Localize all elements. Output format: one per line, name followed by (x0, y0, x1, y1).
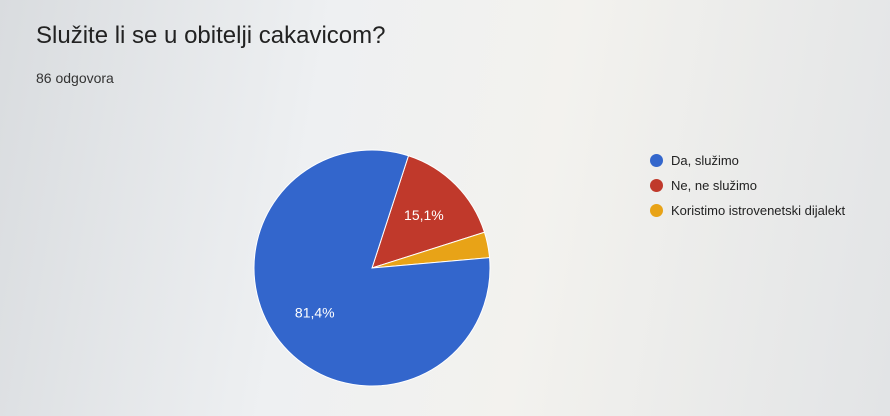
legend-label-2: Koristimo istrovenetski dijalekt (671, 203, 846, 218)
legend-label-1: Ne, ne služimo (671, 178, 757, 193)
slice-label-0: 81,4% (295, 304, 335, 320)
legend-swatch-1 (650, 179, 663, 192)
pie-slice-0 (253, 149, 491, 387)
chart-legend: Da, služimo Ne, ne služimo Koristimo istro… (650, 148, 845, 223)
legend-item-1: Ne, ne služimo (650, 173, 845, 198)
legend-item-2: Koristimo istrovenetski dijalekt (650, 198, 845, 223)
slice-label-1: 15,1% (404, 207, 444, 223)
response-count: 86 odgovora (36, 70, 114, 86)
legend-label-0: Da, služimo (671, 153, 739, 168)
legend-swatch-0 (650, 154, 663, 167)
chart-title: Služite li se u obitelji cakavicom? (36, 22, 386, 49)
legend-swatch-2 (650, 204, 663, 217)
pie-slice-1 (371, 155, 486, 269)
legend-item-0: Da, služimo (650, 148, 845, 173)
